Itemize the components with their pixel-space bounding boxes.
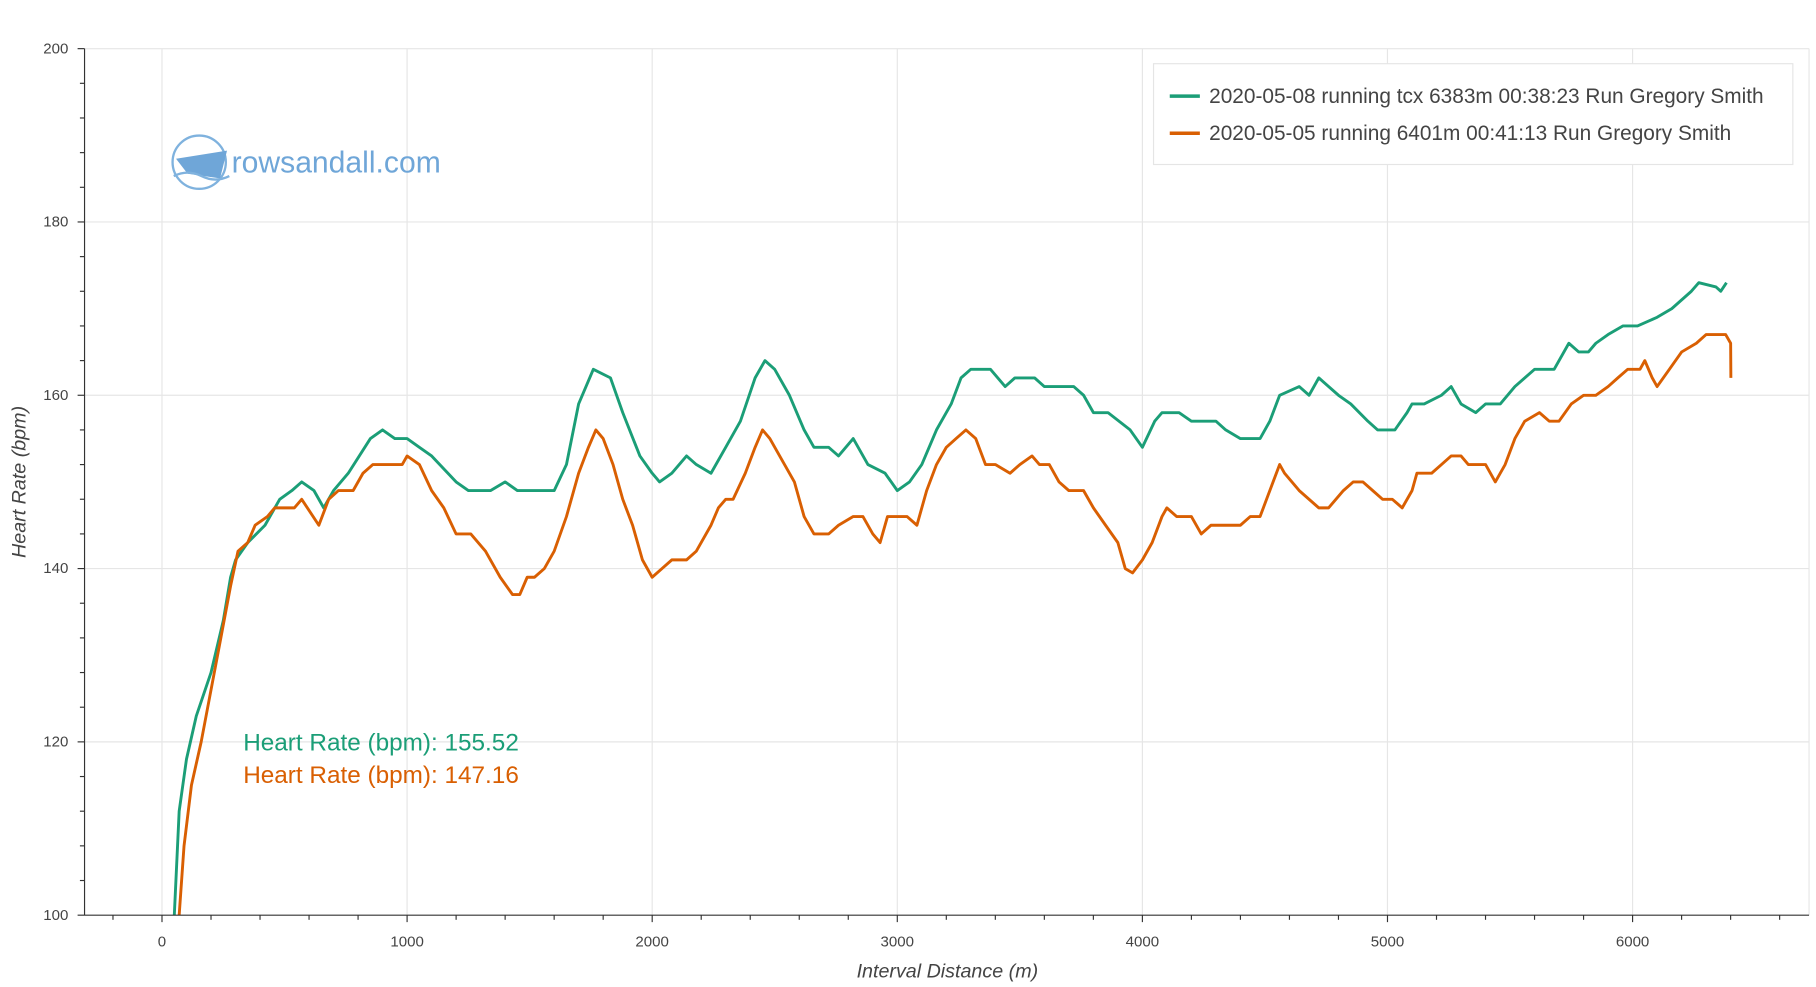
x-tick-label: 5000 xyxy=(1371,933,1404,950)
grid xyxy=(84,48,1810,916)
y-tick-label: 100 xyxy=(43,907,68,924)
series-line-0 xyxy=(172,281,1728,916)
series-lines xyxy=(172,281,1733,916)
x-tick-label: 4000 xyxy=(1126,933,1159,950)
y-tick-label: 200 xyxy=(43,40,68,57)
x-axis-label: Interval Distance (m) xyxy=(857,961,1039,983)
series-line-1 xyxy=(177,333,1733,916)
x-axis: 0 1000 2000 3000 4000 5000 6000 xyxy=(112,915,1781,950)
x-tick-label: 2000 xyxy=(635,933,668,950)
x-tick-label: 0 xyxy=(158,933,166,950)
y-axis-label: Heart Rate (bpm) xyxy=(8,406,30,558)
x-tick-label: 6000 xyxy=(1616,933,1649,950)
watermark-logo: rowsandall.com xyxy=(171,134,441,190)
legend: 2020-05-08 running tcx 6383m 00:38:23 Ru… xyxy=(1152,63,1794,166)
hover-annotation-0: Heart Rate (bpm): 155.52 xyxy=(243,730,519,757)
legend-label-0: 2020-05-08 running tcx 6383m 00:38:23 Ru… xyxy=(1209,85,1764,108)
x-tick-label: 3000 xyxy=(881,933,914,950)
logo-boat-icon xyxy=(176,150,227,179)
y-tick-label: 120 xyxy=(43,734,68,751)
y-axis: 100 120 140 160 180 200 xyxy=(43,40,85,924)
hover-annotation-1: Heart Rate (bpm): 147.16 xyxy=(243,762,519,789)
legend-label-1: 2020-05-05 running 6401m 00:41:13 Run Gr… xyxy=(1209,122,1731,145)
y-tick-label: 160 xyxy=(43,387,68,404)
y-tick-label: 180 xyxy=(43,214,68,231)
logo-text: rowsandall.com xyxy=(232,147,441,180)
x-tick-label: 1000 xyxy=(390,933,423,950)
logo-circle-icon xyxy=(171,134,227,190)
y-tick-label: 140 xyxy=(43,560,68,577)
